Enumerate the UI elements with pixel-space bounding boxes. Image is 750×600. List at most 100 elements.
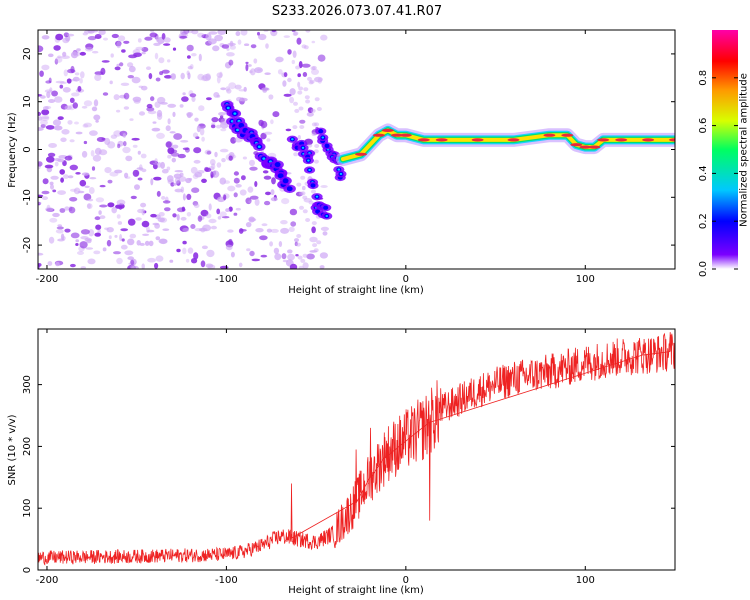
y-tick-label: -10 bbox=[22, 189, 33, 205]
x-tick-label: 100 bbox=[576, 274, 595, 285]
noise-point bbox=[131, 265, 139, 269]
noise-point bbox=[67, 120, 73, 125]
noise-point bbox=[314, 122, 320, 127]
noise-point bbox=[235, 207, 241, 211]
noise-point bbox=[170, 152, 180, 157]
noise-point bbox=[283, 35, 290, 38]
noise-point bbox=[86, 203, 93, 210]
noise-point bbox=[163, 37, 171, 43]
noise-point bbox=[95, 224, 102, 230]
noise-point bbox=[305, 218, 311, 222]
noise-point bbox=[303, 87, 309, 92]
noise-point bbox=[201, 75, 208, 82]
y-tick-label: 200 bbox=[22, 437, 33, 456]
noise-point bbox=[164, 207, 171, 212]
noise-point bbox=[174, 170, 184, 173]
noise-point bbox=[128, 65, 136, 73]
noise-point bbox=[80, 71, 85, 79]
noise-point bbox=[241, 175, 246, 181]
noise-point bbox=[287, 49, 292, 55]
noise-point bbox=[75, 172, 81, 175]
y-tick-label: -20 bbox=[22, 237, 33, 253]
branch-blob bbox=[323, 205, 329, 210]
noise-point bbox=[148, 240, 154, 247]
noise-point bbox=[150, 178, 154, 186]
noise-point bbox=[182, 240, 187, 245]
noise-point bbox=[187, 247, 194, 254]
noise-point bbox=[120, 82, 130, 87]
noise-point bbox=[124, 250, 134, 256]
noise-point bbox=[91, 106, 98, 112]
noise-point bbox=[302, 195, 308, 200]
noise-point bbox=[176, 248, 181, 253]
noise-point bbox=[153, 176, 162, 181]
noise-point bbox=[289, 263, 298, 269]
noise-point bbox=[116, 214, 121, 219]
noise-point bbox=[211, 117, 219, 123]
noise-point bbox=[55, 33, 64, 41]
noise-point bbox=[311, 40, 316, 44]
noise-point bbox=[158, 238, 168, 244]
noise-point bbox=[46, 91, 51, 99]
noise-point bbox=[296, 182, 302, 187]
noise-point bbox=[179, 35, 188, 39]
noise-point bbox=[123, 141, 127, 147]
noise-point bbox=[181, 96, 189, 102]
noise-point bbox=[98, 149, 108, 156]
noise-point bbox=[299, 119, 306, 124]
noise-point bbox=[146, 66, 151, 70]
noise-point bbox=[176, 214, 180, 221]
branch-blob bbox=[308, 168, 311, 172]
noise-point bbox=[270, 189, 275, 196]
noise-point bbox=[114, 66, 121, 71]
noise-point bbox=[280, 227, 290, 234]
noise-point bbox=[319, 252, 328, 259]
noise-point bbox=[57, 116, 64, 120]
noise-point bbox=[287, 253, 295, 261]
figure-title: S233.2026.073.07.41.R07 bbox=[272, 4, 442, 19]
noise-point bbox=[137, 38, 142, 43]
noise-point bbox=[179, 172, 184, 177]
noise-point bbox=[142, 233, 150, 236]
noise-point bbox=[297, 255, 303, 260]
noise-point bbox=[117, 143, 121, 149]
x-tick-label: 0 bbox=[403, 274, 409, 285]
spectrogram-xlabel: Height of straight line (km) bbox=[288, 285, 424, 296]
noise-point bbox=[39, 70, 44, 77]
noise-point bbox=[265, 191, 271, 196]
noise-point bbox=[89, 177, 97, 180]
noise-point bbox=[48, 77, 52, 84]
noise-point bbox=[311, 68, 319, 75]
noise-point bbox=[208, 218, 217, 224]
noise-point bbox=[57, 55, 62, 59]
secondary-branch bbox=[286, 135, 333, 220]
noise-point bbox=[295, 242, 301, 247]
noise-point bbox=[150, 96, 155, 102]
noise-point bbox=[198, 105, 205, 112]
noise-point bbox=[268, 94, 274, 100]
snr-ylabel: SNR (10 * v/v) bbox=[7, 414, 18, 485]
noise-point bbox=[161, 69, 170, 74]
noise-point bbox=[180, 140, 189, 143]
noise-point bbox=[70, 232, 80, 239]
noise-point bbox=[282, 80, 287, 87]
noise-point bbox=[206, 249, 215, 258]
noise-point bbox=[137, 208, 144, 214]
noise-point bbox=[124, 172, 129, 179]
noise-point bbox=[114, 234, 118, 238]
noise-point bbox=[281, 253, 287, 260]
noise-point bbox=[140, 153, 147, 159]
noise-point bbox=[161, 33, 166, 40]
noise-point bbox=[245, 64, 249, 72]
noise-point bbox=[247, 186, 254, 193]
noise-point bbox=[320, 226, 329, 231]
noise-point bbox=[111, 206, 117, 214]
noise-point bbox=[51, 90, 58, 97]
noise-point bbox=[167, 103, 177, 108]
noise-point bbox=[102, 247, 107, 252]
noise-point bbox=[141, 47, 149, 52]
ridge-core bbox=[507, 138, 520, 142]
noise-point bbox=[40, 95, 46, 99]
noise-point bbox=[41, 64, 50, 71]
noise-point bbox=[150, 213, 157, 218]
